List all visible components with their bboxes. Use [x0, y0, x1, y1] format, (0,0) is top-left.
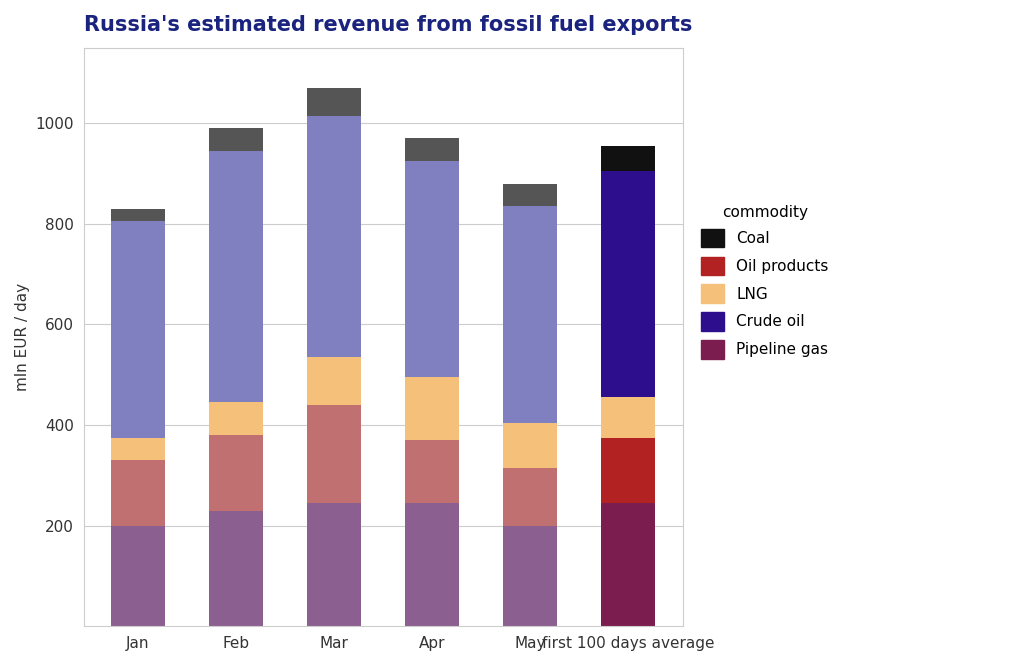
Bar — [209, 402, 263, 435]
Bar — [504, 206, 557, 422]
Bar — [406, 440, 459, 503]
Bar — [111, 221, 165, 438]
Bar — [601, 438, 655, 503]
Y-axis label: mln EUR / day: mln EUR / day — [15, 283, 30, 391]
Bar — [209, 511, 263, 626]
Bar — [504, 468, 557, 525]
Bar — [601, 503, 655, 626]
Bar — [209, 435, 263, 511]
Bar — [111, 525, 165, 626]
Bar — [406, 377, 459, 440]
Bar — [307, 357, 361, 405]
Bar — [307, 503, 361, 626]
Bar — [111, 208, 165, 221]
Bar — [209, 128, 263, 151]
Bar — [601, 171, 655, 398]
Bar — [601, 146, 655, 171]
Bar — [504, 184, 557, 206]
Bar — [111, 438, 165, 460]
Bar — [307, 116, 361, 357]
Bar — [601, 398, 655, 438]
Bar — [307, 405, 361, 503]
Bar — [111, 460, 165, 525]
Bar — [406, 503, 459, 626]
Bar — [406, 161, 459, 377]
Bar — [209, 151, 263, 402]
Bar — [307, 88, 361, 116]
Bar — [504, 525, 557, 626]
Legend: Coal, Oil products, LNG, Crude oil, Pipeline gas: Coal, Oil products, LNG, Crude oil, Pipe… — [696, 200, 833, 363]
Text: Russia's estimated revenue from fossil fuel exports: Russia's estimated revenue from fossil f… — [84, 15, 692, 35]
Bar — [406, 139, 459, 161]
Bar — [504, 422, 557, 468]
